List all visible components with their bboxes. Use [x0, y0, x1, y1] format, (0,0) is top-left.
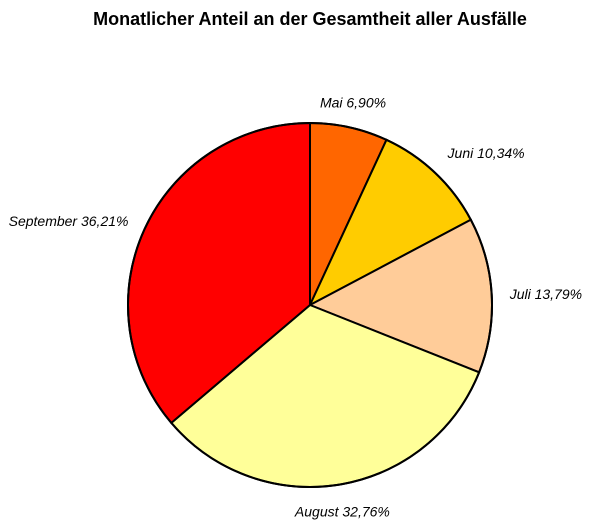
- chart-title: Monatlicher Anteil an der Gesamtheit all…: [93, 9, 527, 29]
- pie-outline: [127, 122, 493, 488]
- slice-label-1: Juni 10,34%: [447, 145, 525, 161]
- slice-label-0: Mai 6,90%: [320, 95, 386, 111]
- slice-labels: Mai 6,90% Juni 10,34% Juli 13,79% August 32…: [9, 95, 582, 520]
- slice-label-3: August 32,76%: [294, 503, 390, 519]
- slice-label-2: Juli 13,79%: [509, 286, 582, 302]
- slice-label-4: September 36,21%: [9, 213, 129, 229]
- pie-slices: [127, 121, 493, 488]
